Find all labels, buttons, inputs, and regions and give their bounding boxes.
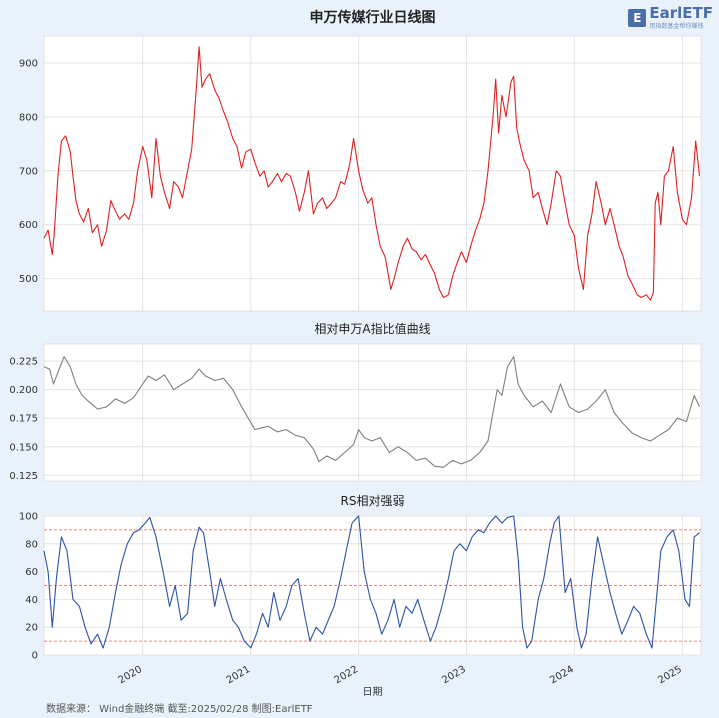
y-tick-label: 500 <box>19 274 38 285</box>
x-tick-label: 2020 <box>117 664 145 686</box>
y-tick-label: 0 <box>32 651 38 662</box>
y-tick-label: 0.200 <box>9 385 38 396</box>
y-tick-label: 800 <box>19 112 38 123</box>
y-tick-label: 40 <box>25 595 38 606</box>
x-tick-label: 2022 <box>333 664 361 686</box>
series-line <box>43 46 701 301</box>
x-tick-label: 2021 <box>225 664 253 686</box>
earletf-logo: E EarlETF 用指数基金帮你赚钱 <box>628 6 713 30</box>
y-tick-label: 80 <box>25 539 38 550</box>
x-tick-label: 2024 <box>548 664 576 686</box>
x-axis-label: 日期 <box>363 686 383 698</box>
y-tick-label: 0.150 <box>9 442 38 453</box>
x-tick-label: 2023 <box>440 664 468 686</box>
logo-text: EarlETF <box>649 4 713 22</box>
plot-area <box>43 343 702 482</box>
y-tick-label: 0.125 <box>9 471 38 482</box>
relative-panel: 相对申万A指比值曲线 0.125 0.150 0.175 0.200 0.225 <box>9 321 702 482</box>
data-source-note: 数据来源： Wind金融终端 截至:2025/02/28 制图:EarlETF <box>46 704 313 715</box>
series-line <box>43 515 700 649</box>
y-tick-label: 0.225 <box>9 357 38 368</box>
y-tick-label: 20 <box>25 623 38 634</box>
rs-panel: RS相对强弱 0 20 40 60 80 100 2020 2021 2022 2023 2024 20… <box>19 494 702 698</box>
price-panel: 申万传媒行业日线图 500 600 700 800 900 <box>19 9 702 312</box>
y-tick-label: 100 <box>19 512 38 523</box>
y-tick-label: 700 <box>19 166 38 177</box>
panel-title: 相对申万A指比值曲线 <box>314 321 430 336</box>
panel-title: 申万传媒行业日线图 <box>310 9 436 26</box>
x-tick-label: 2025 <box>656 664 684 686</box>
logo-subtitle: 用指数基金帮你赚钱 <box>649 23 704 30</box>
series-line <box>43 356 700 468</box>
y-tick-label: 900 <box>19 58 38 69</box>
y-tick-label: 0.175 <box>9 414 38 425</box>
logo-mark-icon: E <box>628 9 647 27</box>
y-tick-label: 600 <box>19 220 38 231</box>
panel-title: RS相对强弱 <box>341 494 405 508</box>
y-tick-label: 60 <box>25 567 38 578</box>
